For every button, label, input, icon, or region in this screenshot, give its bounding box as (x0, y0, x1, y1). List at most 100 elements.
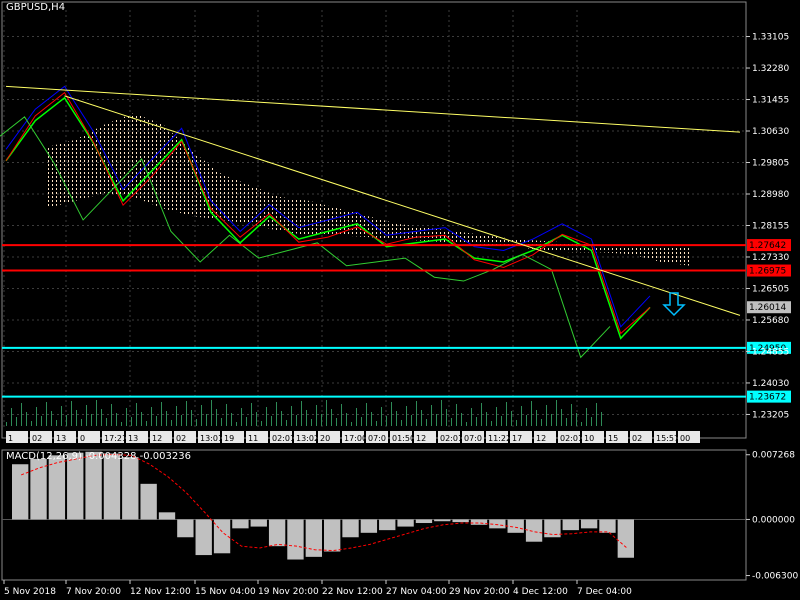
volume-bar (336, 418, 337, 426)
volume-bar (511, 411, 512, 426)
macd-bar (470, 519, 488, 525)
time-label-text: 15:57 (656, 434, 679, 443)
time-label-text: 11:22 (488, 434, 511, 443)
macd-bar (544, 519, 561, 538)
time-label-text: 02:01 (560, 434, 583, 443)
sell-arrow-icon (662, 292, 686, 317)
volume-bar (116, 413, 117, 426)
time-tick-label: 29 Nov 20:00 (449, 587, 510, 597)
volume-bar (396, 411, 397, 426)
volume-bar (16, 417, 17, 426)
price-level-label: 1.23672 (749, 393, 786, 403)
volume-bar (21, 403, 22, 426)
price-level-box (747, 264, 791, 277)
macd-bar (103, 453, 121, 520)
macd-bar (324, 519, 341, 552)
volume-bar (496, 407, 497, 426)
time-tick-label: 7 Nov 20:00 (66, 587, 121, 597)
ichimoku-cloud (46, 113, 690, 266)
volume-bar (196, 419, 197, 426)
volume-bar (266, 407, 267, 426)
volume-bar (401, 420, 402, 426)
time-label-text: 17:21 (104, 434, 127, 443)
time-label-text: 0 (80, 434, 85, 443)
time-label-text: 02:01 (272, 434, 295, 443)
macd-bar (617, 519, 634, 558)
tenkan-sen-line (5, 91, 651, 335)
volume-bar (451, 418, 452, 426)
volume-bar (471, 408, 472, 426)
volume-bar (426, 419, 427, 426)
volume-bar (486, 412, 487, 426)
time-label-box (30, 431, 52, 443)
price-tick-label: 1.28980 (752, 190, 789, 200)
trendline (5, 85, 741, 133)
macd-panel (2, 451, 746, 560)
price-tick-label: 1.26505 (752, 284, 789, 294)
trendline (64, 95, 741, 316)
macd-bar (177, 519, 194, 538)
time-label-box (342, 431, 364, 443)
time-tick-label: 22 Nov 12:00 (322, 587, 383, 597)
volume-bar (416, 401, 417, 426)
macd-bar (580, 519, 598, 529)
volume-bar (406, 406, 407, 426)
macd-bar (85, 451, 102, 520)
time-label-box (150, 431, 172, 443)
price-tick-label: 1.27330 (752, 253, 789, 263)
volume-bar (81, 419, 82, 426)
volume-bar (251, 403, 252, 426)
volume-bar (431, 405, 432, 426)
price-tick-label: 1.29805 (752, 159, 789, 169)
volume-bar (316, 405, 317, 426)
time-label-box (654, 431, 676, 443)
volume-bar (131, 417, 132, 426)
time-label-box (390, 431, 412, 443)
volume-bar (361, 417, 362, 426)
macd-bar (158, 512, 176, 520)
volume-bar (446, 409, 447, 426)
volume-bar (466, 422, 467, 426)
time-label-box (102, 431, 124, 443)
macd-bar (342, 519, 359, 538)
macd-bar (268, 519, 286, 547)
price-level-box (747, 390, 791, 403)
macd-tick-label: 0.007268 (752, 451, 795, 461)
macd-bar (250, 519, 267, 527)
volume-bar (51, 411, 52, 426)
volume-bar (286, 420, 287, 426)
volume-bar (66, 415, 67, 426)
axes: 1.33105 1.32280 1.31455 1.30630 1.29805 1.289… (3, 33, 798, 597)
time-label-text: 12 (152, 434, 162, 443)
volume-bar (166, 411, 167, 426)
time-label-text: 10 (584, 434, 594, 443)
horizontal-levels: 1.27642 1.26975 1.26014 1.24950 1.23672 (2, 239, 791, 403)
volume-bar (521, 406, 522, 426)
macd-bar (452, 519, 469, 523)
volume-bar (11, 408, 12, 426)
price-tick-label: 1.24030 (752, 379, 789, 389)
macd-bar (287, 519, 304, 560)
volume-bar (301, 401, 302, 426)
time-label-text: 12 (416, 434, 426, 443)
volume-bar (76, 410, 77, 426)
volume-bar (176, 406, 177, 426)
volume-bar (156, 416, 157, 426)
macd-bar (140, 483, 157, 520)
volume-bar (241, 408, 242, 426)
volume-bar (371, 412, 372, 426)
price-tick-label: 1.24855 (752, 347, 789, 357)
macd-bar (232, 519, 249, 529)
volume-bar (491, 421, 492, 426)
volume-bar (356, 408, 357, 426)
time-label-box (198, 431, 220, 443)
cloud-area (46, 113, 690, 266)
time-label-box (462, 431, 484, 443)
volume-bar (461, 413, 462, 426)
volume-bar (226, 404, 227, 426)
macd-bar (122, 457, 139, 520)
volume-bar (31, 421, 32, 426)
time-label-text: 15 (608, 434, 618, 443)
time-label-text: 13:01 (200, 434, 223, 443)
